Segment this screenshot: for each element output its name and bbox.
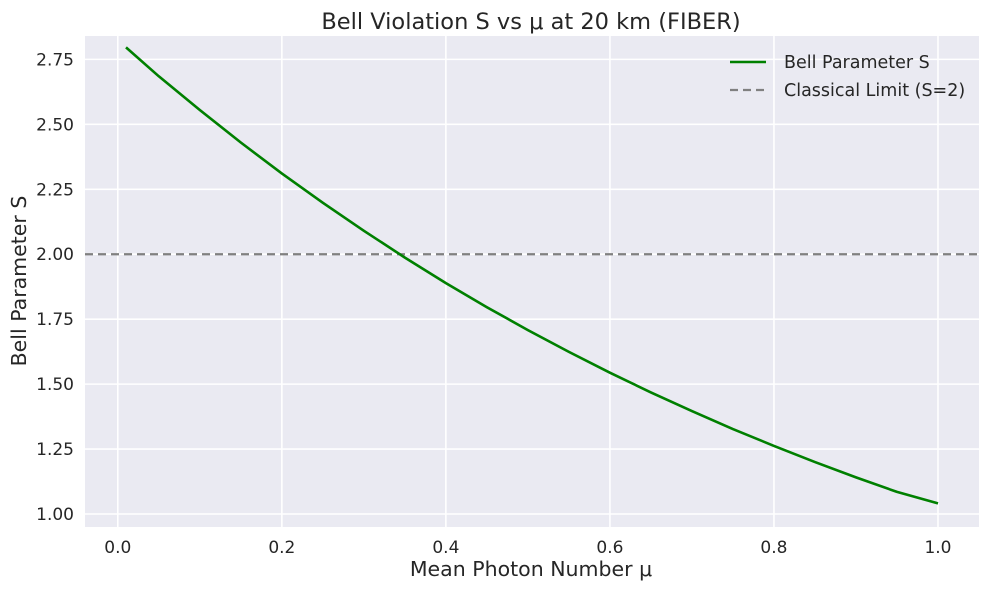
y-axis-ticks: 1.00 1.25 1.50 1.75 2.00 2.25 2.50 2.75	[36, 50, 74, 525]
y-tick-label: 1.75	[36, 310, 74, 330]
x-axis-ticks: 0.0 0.2 0.4 0.6 0.8 1.0	[104, 538, 951, 558]
y-tick-label: 2.00	[36, 245, 74, 265]
x-tick-label: 0.2	[268, 538, 295, 558]
x-tick-label: 0.4	[432, 538, 459, 558]
x-tick-label: 1.0	[924, 538, 951, 558]
y-tick-label: 2.25	[36, 180, 74, 200]
x-axis-label: Mean Photon Number μ	[410, 557, 652, 581]
legend-entry-label: Classical Limit (S=2)	[784, 81, 965, 101]
chart-title: Bell Violation S vs μ at 20 km (FIBER)	[321, 9, 740, 35]
x-tick-label: 0.0	[104, 538, 131, 558]
y-axis-label: Bell Parameter S	[7, 196, 31, 367]
x-tick-label: 0.8	[760, 538, 787, 558]
x-tick-label: 0.6	[596, 538, 623, 558]
series-lines	[125, 46, 939, 505]
y-tick-label: 1.50	[36, 375, 74, 395]
y-tick-label: 1.25	[36, 440, 74, 460]
bell-parameter-line	[125, 46, 939, 505]
legend-entry-label: Bell Parameter S	[784, 53, 930, 73]
legend: Bell Parameter S Classical Limit (S=2)	[730, 53, 965, 101]
y-tick-label: 2.50	[36, 115, 74, 135]
plot-area	[85, 36, 979, 527]
y-tick-label: 2.75	[36, 50, 74, 70]
y-tick-label: 1.00	[36, 505, 74, 525]
